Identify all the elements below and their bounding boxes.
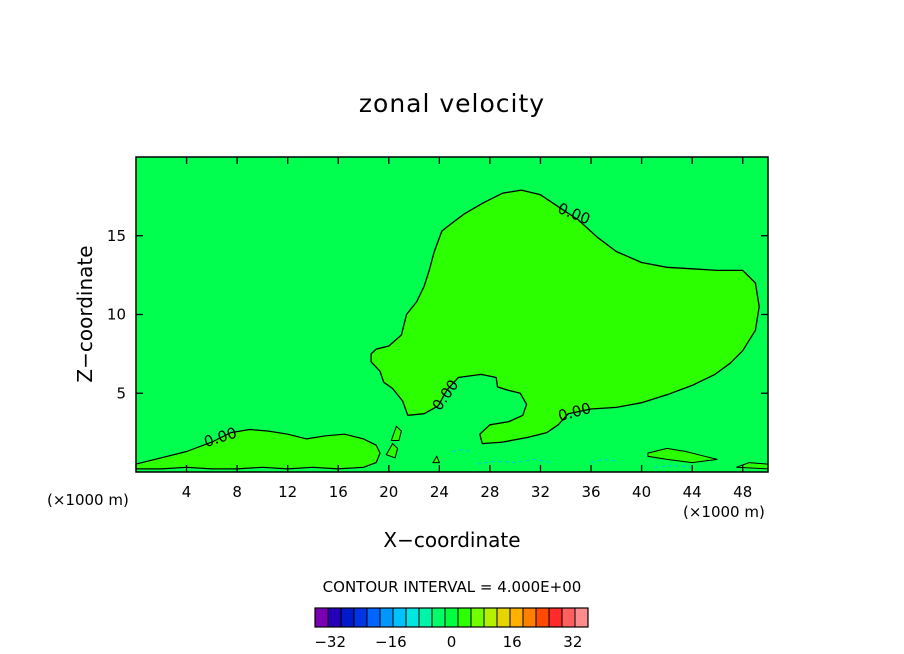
colorbar-swatch — [471, 608, 485, 627]
colorbar: −32 −16 0 16 32 — [314, 607, 589, 651]
colorbar-swatch — [406, 608, 420, 627]
colorbar-tick-label: 0 — [447, 633, 457, 651]
colorbar-swatch — [419, 608, 433, 627]
x-tick-label: 8 — [232, 483, 242, 501]
colorbar-swatch — [393, 608, 407, 627]
colorbar-swatch — [367, 608, 381, 627]
x-tick-label: 16 — [329, 483, 348, 501]
negative-contour-2 — [477, 458, 554, 465]
contour-island-2 — [390, 425, 402, 441]
colorbar-swatch — [536, 608, 550, 627]
contour-interval: CONTOUR INTERVAL = 4.000E+00 — [323, 578, 582, 596]
colorbar-swatch — [562, 608, 576, 627]
colorbar-swatch — [341, 608, 355, 627]
negative-contour-4 — [654, 465, 693, 468]
x-tick-label: 12 — [278, 483, 297, 501]
contour-island-5 — [432, 455, 441, 464]
y-axis-label: Z−coordinate — [73, 245, 97, 382]
colorbar-swatch — [380, 608, 394, 627]
colorbar-swatch — [523, 608, 537, 627]
x-unit-left: (×1000 m) — [47, 491, 129, 509]
y-tick-label: 10 — [107, 306, 126, 324]
colorbar-swatch — [510, 608, 524, 627]
x-axis-label: X−coordinate — [383, 528, 520, 552]
x-tick-label: 40 — [632, 483, 651, 501]
colorbar-swatch — [432, 608, 446, 627]
negative-contour-1 — [451, 449, 472, 452]
x-tick-label: 44 — [683, 483, 702, 501]
x-tick-label: 48 — [733, 483, 752, 501]
contour-region-lower-left — [135, 428, 381, 470]
x-tick-label: 4 — [182, 483, 192, 501]
colorbar-swatch — [354, 608, 368, 627]
x-axis: 4 8 12 16 20 24 28 32 36 40 44 48 — [182, 157, 752, 501]
colorbar-tick-label: 16 — [503, 633, 522, 651]
y-tick-label: 5 — [116, 384, 126, 402]
plot-area: 0.000.00 0.000.00 — [135, 156, 769, 473]
contour-region-upper — [370, 189, 760, 445]
colorbar-swatch — [458, 608, 472, 627]
colorbar-frame — [314, 607, 589, 628]
x-tick-label: 32 — [531, 483, 550, 501]
x-tick-label: 24 — [430, 483, 449, 501]
x-tick-label: 28 — [480, 483, 499, 501]
colorbar-swatch — [328, 608, 342, 627]
y-tick-label: 15 — [107, 227, 126, 245]
colorbar-swatch — [497, 608, 511, 627]
colorbar-tick-label: −32 — [314, 633, 346, 651]
colorbar-swatch — [445, 608, 459, 627]
colorbar-swatch — [315, 608, 329, 627]
colorbar-swatch — [549, 608, 563, 627]
colorbar-tick-label: −16 — [375, 633, 407, 651]
x-tick-label: 36 — [581, 483, 600, 501]
contour-island-1 — [385, 442, 399, 459]
negative-contour-3 — [590, 458, 617, 464]
colorbar-swatch — [575, 608, 589, 627]
colorbar-tick-label: 32 — [563, 633, 582, 651]
contour-island-3 — [647, 447, 718, 464]
chart-title: zonal velocity — [359, 89, 545, 118]
x-unit-right: (×1000 m) — [683, 503, 765, 521]
colorbar-swatch — [484, 608, 498, 627]
x-tick-label: 20 — [379, 483, 398, 501]
y-axis: 5 10 15 — [107, 227, 768, 402]
